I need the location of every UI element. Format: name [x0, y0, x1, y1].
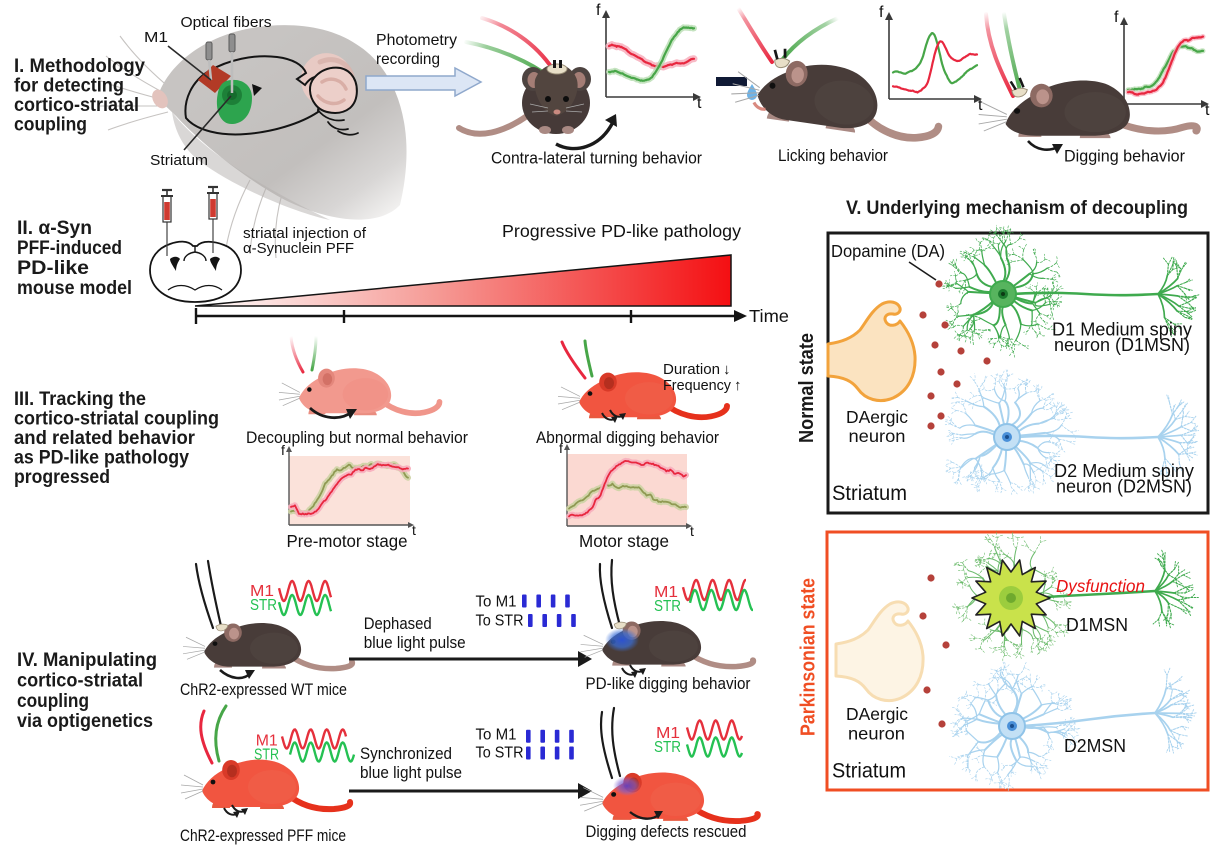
- svg-text:Motor stage: Motor stage: [579, 531, 669, 551]
- svg-text:Decoupling but normal behavior: Decoupling but normal behavior: [246, 428, 468, 447]
- svg-text:II. α-Syn: II. α-Syn: [17, 218, 92, 239]
- svg-text:↑: ↑: [734, 377, 742, 394]
- svg-text:neuron: neuron: [848, 724, 905, 744]
- svg-text:M1: M1: [256, 733, 278, 750]
- svg-text:t: t: [412, 522, 416, 538]
- svg-text:Frequency: Frequency: [663, 377, 731, 394]
- svg-text:STR: STR: [654, 739, 681, 756]
- svg-text:IV. Manipulating: IV. Manipulating: [17, 650, 157, 671]
- svg-text:neuron (D2MSN): neuron (D2MSN): [1056, 477, 1192, 497]
- svg-text:t: t: [697, 95, 702, 112]
- svg-text:Duration: Duration: [663, 361, 720, 378]
- svg-text:Time: Time: [749, 306, 789, 326]
- svg-text:Normal state: Normal state: [796, 333, 818, 443]
- svg-text:coupling: coupling: [14, 115, 87, 136]
- svg-text:f: f: [596, 2, 601, 19]
- svg-text:Digging defects rescued: Digging defects rescued: [586, 823, 747, 841]
- svg-text:α-Synuclein PFF: α-Synuclein PFF: [243, 240, 354, 257]
- svg-text:Licking behavior: Licking behavior: [778, 146, 888, 165]
- svg-text:Optical fibers: Optical fibers: [181, 14, 272, 31]
- svg-text:blue light pulse: blue light pulse: [360, 764, 462, 782]
- svg-text:Abnormal digging behavior: Abnormal digging behavior: [536, 428, 719, 447]
- svg-text:Digging behavior: Digging behavior: [1064, 147, 1185, 166]
- svg-text:cortico-striatal: cortico-striatal: [14, 95, 139, 116]
- svg-text:PD-like: PD-like: [17, 258, 89, 279]
- svg-text:progressed: progressed: [14, 467, 110, 488]
- svg-text:I. Methodology: I. Methodology: [14, 56, 145, 77]
- svg-text:f: f: [1114, 9, 1119, 26]
- svg-text:ChR2-expressed PFF mice: ChR2-expressed PFF mice: [180, 827, 346, 845]
- svg-text:coupling: coupling: [17, 691, 89, 712]
- svg-text:M1: M1: [656, 725, 680, 742]
- svg-text:D2 Medium spiny: D2 Medium spiny: [1054, 461, 1194, 481]
- svg-text:PD-like digging behavior: PD-like digging behavior: [586, 675, 751, 693]
- svg-text:Dysfunction: Dysfunction: [1056, 576, 1145, 596]
- svg-text:ChR2-expressed WT mice: ChR2-expressed WT mice: [180, 681, 347, 699]
- svg-text:Synchronized: Synchronized: [360, 745, 452, 763]
- svg-text:To STR: To STR: [476, 613, 524, 630]
- svg-text:Dephased: Dephased: [364, 615, 432, 633]
- svg-text:f: f: [559, 440, 563, 456]
- svg-text:STR: STR: [654, 598, 681, 615]
- svg-text:t: t: [690, 523, 694, 539]
- svg-text:Contra-lateral turning behavio: Contra-lateral turning behavior: [491, 149, 702, 168]
- svg-text:D1 Medium spiny: D1 Medium spiny: [1052, 320, 1192, 340]
- svg-text:D1MSN: D1MSN: [1066, 615, 1128, 635]
- svg-text:M1: M1: [654, 584, 678, 601]
- svg-text:cortico-striatal coupling: cortico-striatal coupling: [14, 409, 219, 430]
- svg-text:Pre-motor stage: Pre-motor stage: [287, 531, 408, 551]
- svg-text:Striatum: Striatum: [832, 760, 906, 783]
- svg-text:V. Underlying mechanism of dec: V. Underlying mechanism of decoupling: [846, 197, 1188, 219]
- svg-text:neuron: neuron: [849, 426, 906, 446]
- svg-text:D2MSN: D2MSN: [1064, 736, 1126, 756]
- svg-text:as PD-like pathology: as PD-like pathology: [14, 448, 189, 469]
- svg-text:t: t: [978, 97, 983, 114]
- svg-text:DAergic: DAergic: [846, 704, 908, 724]
- svg-text:and related behavior: and related behavior: [14, 428, 196, 449]
- svg-text:f: f: [879, 4, 884, 21]
- svg-text:To STR: To STR: [476, 745, 524, 762]
- svg-text:STR: STR: [254, 747, 279, 764]
- svg-text:STR: STR: [250, 597, 277, 614]
- svg-text:↓: ↓: [723, 361, 731, 378]
- svg-text:blue light pulse: blue light pulse: [364, 634, 466, 652]
- svg-text:t: t: [1205, 102, 1210, 119]
- svg-text:cortico-striatal: cortico-striatal: [17, 671, 143, 692]
- svg-text:Striatum: Striatum: [150, 152, 208, 169]
- svg-text:recording: recording: [376, 51, 440, 68]
- svg-text:To M1: To M1: [476, 594, 517, 611]
- svg-text:f: f: [281, 442, 285, 458]
- svg-text:Striatum: Striatum: [832, 482, 907, 505]
- svg-text:PFF-induced: PFF-induced: [17, 238, 122, 259]
- svg-text:M1: M1: [144, 29, 168, 46]
- svg-text:Dopamine (DA): Dopamine (DA): [831, 241, 945, 261]
- svg-text:via optigenetics: via optigenetics: [17, 711, 153, 732]
- svg-text:Progressive PD-like pathology: Progressive PD-like pathology: [502, 221, 741, 241]
- svg-text:Parkinsonian state: Parkinsonian state: [798, 578, 820, 736]
- svg-text:M1: M1: [250, 583, 274, 600]
- svg-text:To M1: To M1: [476, 727, 517, 744]
- svg-text:Photometry: Photometry: [376, 32, 457, 49]
- svg-text:for detecting: for detecting: [14, 76, 124, 97]
- svg-text:III. Tracking the: III. Tracking the: [14, 389, 146, 410]
- svg-text:mouse model: mouse model: [17, 278, 132, 299]
- svg-text:DAergic: DAergic: [846, 407, 908, 427]
- svg-text:neuron (D1MSN): neuron (D1MSN): [1054, 335, 1190, 355]
- svg-text:striatal injection of: striatal injection of: [243, 225, 367, 242]
